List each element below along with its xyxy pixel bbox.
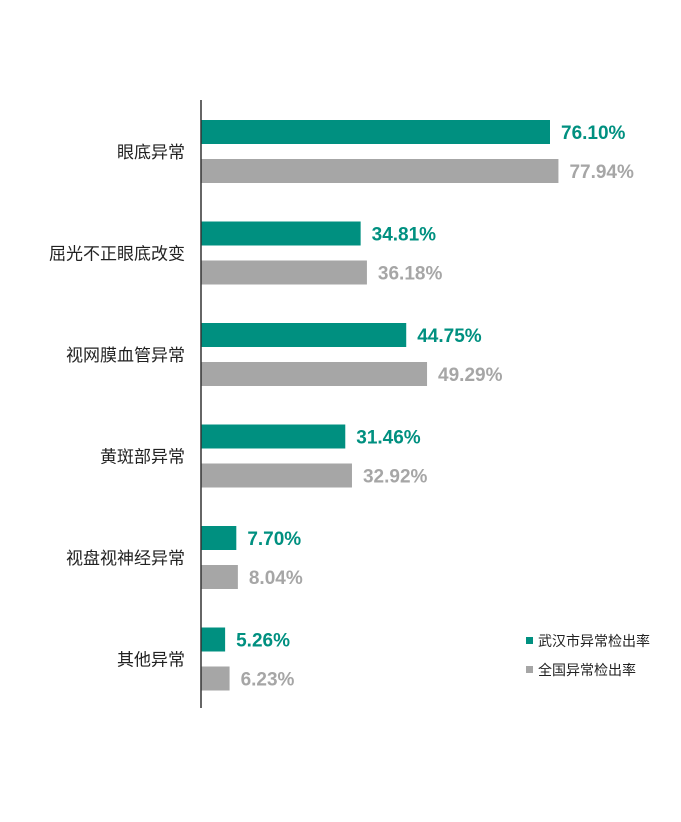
category-label: 视盘视神经异常 [66, 549, 185, 569]
bar-national [201, 666, 230, 691]
value-labels: 76.10% 77.94% 34.81% 36.18% 44.75% 49.29% 31.4… [236, 123, 634, 691]
data-label: 77.94% [569, 162, 634, 183]
bar-wuhan [201, 323, 407, 347]
data-label: 32.92% [363, 467, 428, 488]
data-label: 31.46% [356, 428, 421, 449]
category-label: 黄斑部异常 [100, 448, 185, 468]
bar-wuhan [201, 424, 346, 449]
data-label: 76.10% [561, 123, 626, 144]
bar-national [201, 362, 428, 386]
bar-national [201, 565, 238, 589]
bar-wuhan [201, 627, 226, 652]
legend-label-wuhan: 武汉市异常检出率 [538, 633, 650, 650]
category-label: 视网膜血管异常 [66, 346, 185, 366]
data-label: 5.26% [236, 631, 290, 652]
legend-swatch-national [526, 666, 533, 673]
data-label: 6.23% [241, 670, 295, 691]
bar-national [201, 159, 559, 183]
data-label: 8.04% [249, 568, 303, 589]
bar-national [201, 463, 352, 488]
bar-wuhan [201, 120, 550, 144]
category-label: 其他异常 [117, 651, 185, 671]
category-label: 屈光不正眼底改变 [49, 245, 185, 265]
bars [201, 120, 559, 691]
data-label: 44.75% [417, 326, 482, 347]
legend-label-national: 全国异常检出率 [538, 662, 636, 679]
data-label: 36.18% [378, 264, 443, 285]
bar-wuhan [201, 221, 361, 246]
data-label: 49.29% [438, 365, 503, 386]
category-label: 眼底异常 [117, 143, 185, 163]
legend-swatch-wuhan [526, 637, 533, 644]
bar-national [201, 260, 367, 285]
legend: 武汉市异常检出率 全国异常检出率 [526, 633, 650, 679]
data-label: 7.70% [247, 529, 301, 550]
bar-wuhan [201, 526, 237, 550]
data-label: 34.81% [372, 225, 437, 246]
